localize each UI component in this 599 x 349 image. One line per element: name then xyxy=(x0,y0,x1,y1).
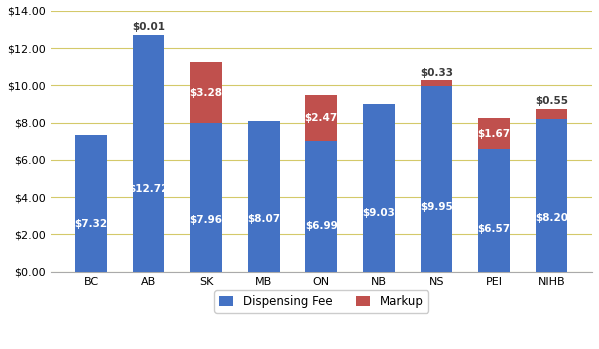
Bar xyxy=(478,118,510,149)
Text: $3.28: $3.28 xyxy=(190,88,223,98)
Bar xyxy=(536,109,567,119)
Legend: Dispensing Fee, Markup: Dispensing Fee, Markup xyxy=(214,290,428,313)
Bar xyxy=(363,104,395,272)
Text: $7.96: $7.96 xyxy=(190,215,223,225)
Text: $8.20: $8.20 xyxy=(535,213,568,223)
Text: $0.01: $0.01 xyxy=(132,22,165,32)
Text: $6.99: $6.99 xyxy=(305,221,338,231)
Bar xyxy=(190,62,222,124)
Text: $0.55: $0.55 xyxy=(535,96,568,106)
Text: $1.67: $1.67 xyxy=(477,129,510,139)
Text: $9.95: $9.95 xyxy=(420,202,453,212)
Bar xyxy=(75,135,107,272)
Bar xyxy=(536,119,567,272)
Text: $7.32: $7.32 xyxy=(74,219,108,229)
Text: $9.03: $9.03 xyxy=(362,208,395,218)
Bar xyxy=(478,149,510,272)
Bar xyxy=(305,141,337,272)
Text: $2.47: $2.47 xyxy=(305,113,338,124)
Bar xyxy=(305,96,337,141)
Text: $6.57: $6.57 xyxy=(477,224,510,234)
Bar xyxy=(420,80,452,86)
Bar xyxy=(190,124,222,272)
Text: $0.33: $0.33 xyxy=(420,68,453,78)
Bar xyxy=(133,35,164,272)
Bar xyxy=(420,86,452,272)
Text: $12.72: $12.72 xyxy=(128,184,169,194)
Bar xyxy=(248,121,280,272)
Text: $8.07: $8.07 xyxy=(247,214,280,224)
